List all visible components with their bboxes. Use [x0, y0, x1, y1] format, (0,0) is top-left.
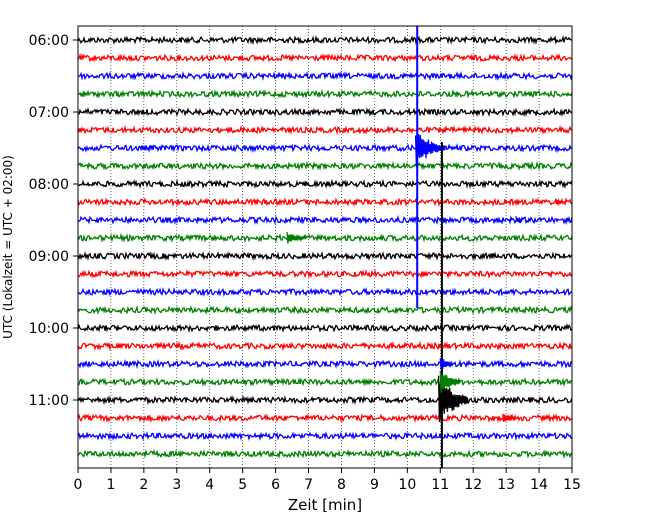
trace-line	[77, 413, 573, 424]
trace-line	[77, 448, 573, 460]
x-tick-label: 4	[205, 477, 214, 493]
y-tick-label: 10:00	[29, 321, 69, 337]
trace-line	[77, 232, 573, 243]
plot-frame	[77, 25, 573, 469]
trace-line	[77, 305, 573, 316]
x-tick-label: 6	[271, 477, 280, 493]
trace-line	[77, 197, 573, 208]
event-burst	[286, 231, 307, 244]
x-tick-label: 5	[238, 477, 247, 493]
trace-line	[77, 160, 573, 172]
y-axis: 06:00 07:00 08:00 09:00 10:00 11:00	[29, 33, 78, 409]
grid	[110, 26, 540, 468]
traces	[77, 34, 573, 460]
y-tick-label: 07:00	[29, 105, 69, 121]
event-burst	[414, 133, 446, 168]
x-tick-label: 7	[304, 477, 313, 493]
x-tick-label: 14	[530, 477, 548, 493]
event-burst	[515, 216, 523, 223]
event-burst	[502, 413, 517, 422]
x-axis: 0 1 2 3 4 5 6 7 8 9 10 11 12 13 14 15	[74, 468, 581, 493]
event-burst	[554, 198, 563, 205]
x-tick-label: 1	[106, 477, 115, 493]
trace-line	[77, 340, 573, 352]
x-tick-label: 0	[74, 477, 83, 493]
x-tick-label: 15	[563, 477, 581, 493]
trace-line	[77, 143, 573, 154]
y-tick-label: 06:00	[29, 33, 69, 49]
trace-line	[77, 359, 573, 369]
trace-line	[77, 376, 573, 388]
trace-line	[77, 88, 573, 99]
y-axis-label: UTC (Lokalzeit = UTC + 02:00)	[1, 155, 15, 339]
trace-line	[77, 286, 573, 298]
trace-line	[77, 323, 573, 333]
x-tick-label: 13	[497, 477, 515, 493]
trace-line	[77, 250, 573, 262]
trace-line	[77, 52, 573, 63]
trace-line	[77, 70, 573, 81]
trace-line	[77, 394, 573, 406]
y-tick-label: 11:00	[29, 393, 69, 409]
x-tick-label: 8	[337, 477, 346, 493]
event-burst	[439, 370, 461, 393]
trace-line	[77, 214, 573, 226]
trace-line	[77, 124, 573, 136]
events	[286, 26, 563, 468]
trace-line	[77, 106, 573, 118]
trace-line	[77, 178, 573, 190]
x-tick-label: 11	[431, 477, 449, 493]
x-axis-label: Zeit [min]	[288, 496, 362, 514]
y-tick-label: 08:00	[29, 177, 69, 193]
trace-line	[77, 34, 573, 46]
x-tick-label: 2	[139, 477, 148, 493]
y-tick-label: 09:00	[29, 249, 69, 265]
x-tick-label: 3	[172, 477, 181, 493]
trace-line	[77, 430, 573, 442]
x-tick-label: 12	[464, 477, 482, 493]
trace-line	[77, 268, 573, 280]
x-tick-label: 10	[398, 477, 416, 493]
x-tick-label: 9	[370, 477, 379, 493]
event-burst	[439, 358, 454, 370]
